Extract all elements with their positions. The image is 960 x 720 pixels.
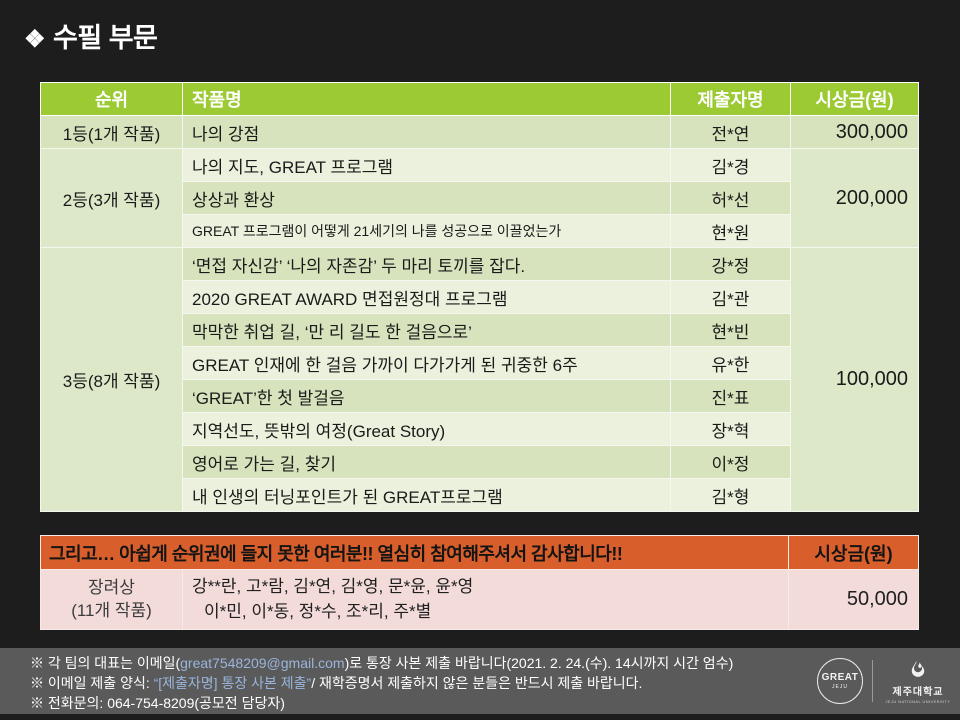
footer-bar: ※ 각 팀의 대표는 이메일(great7548209@gmail.com)로 …: [0, 648, 960, 714]
work-title-cell: ‘GREAT’한 첫 발걸음: [182, 379, 671, 413]
encouragement-prize-header: 시상금(원): [788, 535, 919, 570]
logo-divider: [872, 660, 873, 702]
submitter-cell: 허*선: [670, 181, 791, 215]
submitter-cell: 강*정: [670, 247, 791, 281]
winners-line-2: 이*민, 이*동, 정*수, 조*리, 주*별: [204, 601, 432, 621]
work-title-cell: 2020 GREAT AWARD 면접원정대 프로그램: [182, 280, 671, 314]
submitter-cell: 김*관: [670, 280, 791, 314]
encouragement-table: 그리고… 아쉽게 순위권에 들지 못한 여러분!! 열심히 참여해주셔서 감사합…: [40, 535, 919, 630]
work-title-cell: 영어로 가는 길, 찾기: [182, 445, 671, 479]
submitter-cell: 유*한: [670, 346, 791, 380]
encouragement-prize-cell: 50,000: [788, 569, 919, 630]
table-row: ‘GREAT’한 첫 발걸음 진*표: [41, 379, 919, 413]
submitter-cell: 현*빈: [670, 313, 791, 347]
work-title-cell: 나의 강점: [182, 115, 671, 149]
submitter-cell: 현*원: [670, 214, 791, 248]
encouragement-row: 장려상 (11개 작품) 강**란, 고*람, 김*연, 김*영, 문*윤, 윤…: [40, 569, 919, 630]
award-count: (11개 작품): [71, 600, 152, 620]
award-name: 장려상: [88, 577, 135, 597]
work-title-cell: 상상과 환상: [182, 181, 671, 215]
flame-emblem-icon: [907, 659, 929, 681]
jeju-university-logo: 제주대학교 JEJU NATIONAL UNIVERSITY: [882, 659, 954, 704]
footer-note-3: ※ 전화문의: 064-754-8209(공모전 담당자): [30, 695, 285, 711]
rank-cell-first: 1등(1개 작품): [40, 115, 183, 149]
prize-cell-first: 300,000: [790, 115, 919, 149]
great-jeju-logo: GREAT JEJU: [817, 658, 863, 704]
page-title-text: 수필 부문: [53, 23, 158, 53]
table-row: 1등(1개 작품) 나의 강점 전*연 300,000: [40, 115, 919, 149]
work-title-cell: 막막한 취업 길, ‘만 리 길도 한 걸음으로’: [182, 313, 671, 347]
footer-note-1-pre: ※ 각 팀의 대표는 이메일(: [30, 655, 181, 671]
submitter-cell: 진*표: [670, 379, 791, 413]
diamond-bullet-icon: ❖: [24, 26, 46, 53]
work-title-cell: GREAT 인재에 한 걸음 가까이 다가가게 된 귀중한 6주: [182, 346, 671, 380]
footer-note-2-post: / 재학증명서 제출하지 않은 분들은 반드시 제출 바랍니다.: [311, 675, 643, 691]
footer-logos: GREAT JEJU 제주대학교 JEJU NATIONAL UNIVERSIT…: [817, 648, 954, 714]
table-row: 영어로 가는 길, 찾기 이*정: [41, 445, 919, 479]
work-title-cell: 나의 지도, GREAT 프로그램: [182, 148, 671, 182]
table-row: 지역선도, 뜻밖의 여정(Great Story) 장*혁: [41, 412, 919, 446]
table-row: 2등(3개 작품) 나의 지도, GREAT 프로그램 김*경 200,000: [40, 148, 919, 248]
submitter-cell: 전*연: [670, 115, 791, 149]
submitter-cell: 장*혁: [670, 412, 791, 446]
table-row: 내 인생의 터닝포인트가 된 GREAT프로그램 김*형: [41, 478, 919, 512]
great-logo-text: GREAT: [821, 672, 859, 683]
email-link[interactable]: great7548209@gmail.com: [180, 655, 345, 671]
submitter-cell: 김*경: [670, 148, 791, 182]
footer-note-1: ※ 각 팀의 대표는 이메일(great7548209@gmail.com)로 …: [30, 653, 733, 673]
col-header-submitter: 제출자명: [670, 82, 791, 116]
encouragement-message: 그리고… 아쉽게 순위권에 들지 못한 여러분!! 열심히 참여해주셔서 감사합…: [40, 535, 789, 570]
prize-cell-second: 200,000: [790, 148, 919, 248]
rank-cell-third: 3등(8개 작품): [40, 247, 183, 512]
award-name-cell: 장려상 (11개 작품): [40, 569, 183, 630]
award-winners-cell: 강**란, 고*람, 김*연, 김*영, 문*윤, 윤*영 이*민, 이*동, …: [182, 569, 789, 630]
footer-notes: ※ 각 팀의 대표는 이메일(great7548209@gmail.com)로 …: [30, 653, 733, 713]
winners-line-1: 강**란, 고*람, 김*연, 김*영, 문*윤, 윤*영: [192, 576, 474, 596]
table-row: 상상과 환상 허*선: [41, 181, 919, 215]
table-header-row: 순위 작품명 제출자명 시상금(원): [40, 82, 919, 116]
col-header-work-title: 작품명: [182, 82, 671, 116]
submission-format-highlight: “[제출자명] 통장 사본 제출”: [153, 675, 312, 691]
col-header-rank: 순위: [40, 82, 183, 116]
footer-note-2: ※ 이메일 제출 양식: “[제출자명] 통장 사본 제출”/ 재학증명서 제출…: [30, 673, 733, 693]
table-row: 막막한 취업 길, ‘만 리 길도 한 걸음으로’ 현*빈: [41, 313, 919, 347]
page-title: ❖ 수필 부문: [24, 16, 158, 55]
submitter-cell: 이*정: [670, 445, 791, 479]
col-header-prize: 시상금(원): [790, 82, 919, 116]
encouragement-header-row: 그리고… 아쉽게 순위권에 들지 못한 여러분!! 열심히 참여해주셔서 감사합…: [40, 535, 919, 570]
work-title-cell: 지역선도, 뜻밖의 여정(Great Story): [182, 412, 671, 446]
submitter-cell: 김*형: [670, 478, 791, 512]
prize-cell-third: 100,000: [790, 247, 919, 512]
table-row: 2020 GREAT AWARD 면접원정대 프로그램 김*관: [41, 280, 919, 314]
footer-note-2-pre: ※ 이메일 제출 양식:: [30, 675, 154, 691]
university-name-english: JEJU NATIONAL UNIVERSITY: [885, 698, 951, 704]
work-title-cell: 내 인생의 터닝포인트가 된 GREAT프로그램: [182, 478, 671, 512]
rank-cell-second: 2등(3개 작품): [40, 148, 183, 248]
essay-results-table: 순위 작품명 제출자명 시상금(원) 1등(1개 작품) 나의 강점 전*연 3…: [40, 82, 919, 512]
table-row: 3등(8개 작품) ‘면접 자신감’ ‘나의 자존감’ 두 마리 토끼를 잡다.…: [40, 247, 919, 512]
great-logo-subtext: JEJU: [832, 684, 848, 690]
work-title-cell: GREAT 프로그램이 어떻게 21세기의 나를 성공으로 이끌었는가: [182, 214, 671, 248]
table-row: GREAT 인재에 한 걸음 가까이 다가가게 된 귀중한 6주 유*한: [41, 346, 919, 380]
university-name: 제주대학교: [892, 686, 944, 698]
work-title-cell: ‘면접 자신감’ ‘나의 자존감’ 두 마리 토끼를 잡다.: [182, 247, 671, 281]
footer-note-1-post: )로 통장 사본 제출 바랍니다(2021. 2. 24.(수). 14시까지 …: [344, 655, 734, 671]
